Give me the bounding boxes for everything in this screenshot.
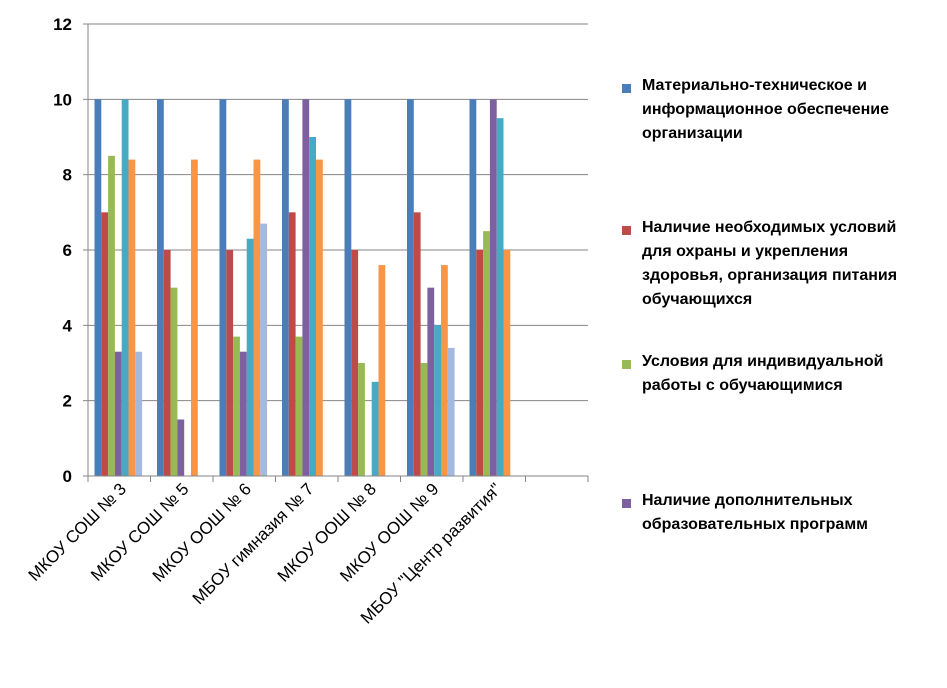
bar [121,99,129,476]
bar [191,159,198,476]
bar [358,363,365,476]
bar [295,336,303,476]
bar [483,231,490,476]
bar [496,118,504,477]
legend-label: Наличие необходимых условий для охраны и… [642,219,898,308]
bar [177,419,185,476]
bar [108,155,115,477]
bar [219,99,227,476]
bars [94,99,511,477]
bar [260,223,268,476]
legend-swatch [622,226,631,235]
bar [157,99,164,476]
bar [344,99,352,476]
y-tick-label: 2 [63,392,72,411]
bar [351,250,359,476]
legend-label: Наличие дополнительных образовательных п… [642,492,868,533]
x-tick-label: МБОУ гимназия № 7 [189,479,318,608]
bar [407,99,414,476]
bar [420,363,428,476]
bar [253,159,261,476]
bar [282,99,289,476]
legend-swatch [622,499,631,508]
y-tick-label: 4 [63,316,73,335]
bar [135,351,143,476]
bar [434,325,441,476]
bar [239,351,247,476]
legend-label: Материально-техническое и информационное… [642,77,890,142]
bar [163,250,171,476]
bar [114,351,122,476]
bar [469,99,477,476]
bar [447,347,455,476]
bar [226,250,234,476]
y-tick-label: 0 [63,467,72,486]
bar [378,265,386,476]
bar [302,99,310,476]
bar [476,250,484,476]
bar [94,99,102,476]
bar [170,287,178,476]
bar [101,212,109,477]
bar [288,212,296,477]
y-tick-label: 12 [53,15,72,34]
y-tick-label: 6 [63,241,72,260]
bar [233,336,240,476]
legend-swatch [622,84,631,93]
bar [371,381,379,476]
bar [309,137,316,476]
bar [246,238,254,476]
y-axis-ticks: 0 2 4 6 8 10 12 [53,15,88,486]
bar [427,287,435,476]
y-tick-label: 10 [53,90,72,109]
bar [316,159,323,476]
bar [441,265,448,476]
bar [413,212,421,477]
legend-swatch [622,360,631,369]
legend-label: Условия для индивидуальной работы с обуч… [642,353,884,394]
y-tick-label: 8 [63,166,72,185]
bar [128,159,136,476]
bar [503,250,511,476]
bar [489,99,497,476]
